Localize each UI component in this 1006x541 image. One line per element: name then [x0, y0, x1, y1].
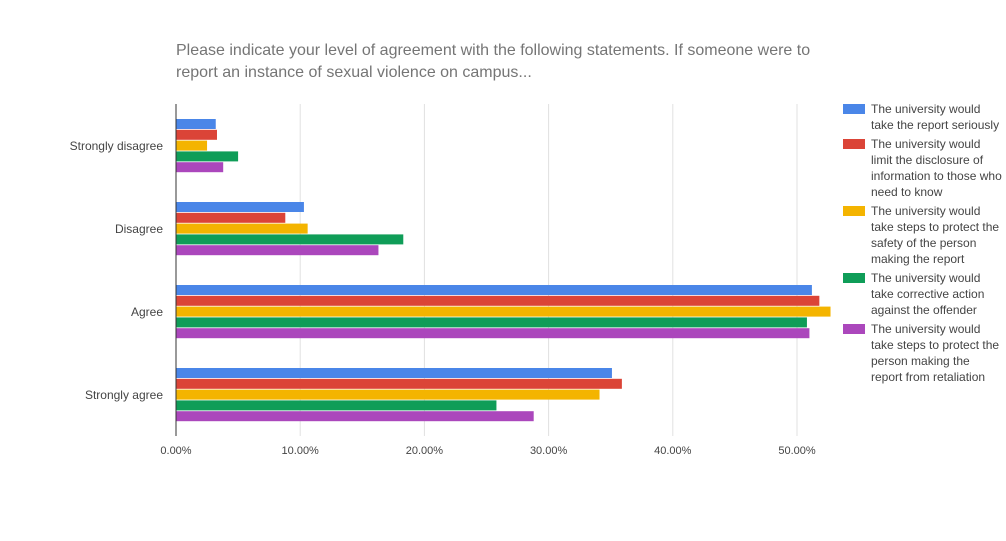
bar: [176, 389, 600, 400]
bar: [176, 295, 820, 306]
x-tick-label: 30.00%: [530, 445, 568, 457]
bar: [176, 119, 216, 129]
x-tick-label: 10.00%: [282, 445, 320, 457]
bar: [176, 140, 208, 151]
legend-swatch: [843, 324, 865, 334]
bar: [176, 317, 807, 328]
bar: [176, 285, 812, 295]
legend-label: The university would take steps to prote…: [871, 322, 1000, 384]
legend: The university would take the report ser…: [843, 101, 1003, 388]
legend-item: The university would take steps to prote…: [843, 321, 1003, 385]
legend-label: The university would take the report ser…: [871, 102, 1000, 132]
legend-item: The university would take steps to prote…: [843, 203, 1003, 267]
bar: [176, 328, 810, 339]
bar: [176, 129, 217, 140]
bar-chart: 0.00% 10.00% 20.00% 30.00% 40.00% 50.00% Stron…: [70, 104, 831, 457]
legend-label: The university would take steps to prote…: [871, 204, 1000, 266]
x-tick-label: 50.00%: [778, 445, 816, 457]
bar: [176, 234, 404, 245]
category-label: Strongly agree: [85, 388, 163, 402]
legend-swatch: [843, 273, 865, 283]
bar: [176, 202, 304, 212]
legend-swatch: [843, 206, 865, 216]
legend-swatch: [843, 139, 865, 149]
x-tick-label: 40.00%: [654, 445, 692, 457]
bar: [176, 245, 379, 256]
legend-item: The university would limit the disclosur…: [843, 136, 1003, 200]
x-tick-label: 0.00%: [160, 445, 191, 457]
bar: [176, 212, 286, 223]
chart-title: Please indicate your level of agreement …: [176, 42, 811, 81]
legend-item: The university would take corrective act…: [843, 270, 1003, 318]
bar: [176, 151, 239, 162]
legend-swatch: [843, 104, 865, 114]
bar: [176, 368, 612, 378]
bar: [176, 400, 497, 411]
category-label: Agree: [131, 305, 163, 319]
legend-item: The university would take the report ser…: [843, 101, 1003, 133]
legend-label: The university would limit the disclosur…: [871, 137, 1002, 199]
bar: [176, 162, 224, 173]
category-label: Disagree: [115, 222, 163, 236]
category-label: Strongly disagree: [70, 139, 164, 153]
bar: [176, 411, 534, 422]
legend-label: The university would take corrective act…: [871, 271, 985, 317]
x-tick-label: 20.00%: [406, 445, 444, 457]
bar: [176, 378, 622, 389]
bar: [176, 223, 308, 234]
bar: [176, 306, 831, 317]
